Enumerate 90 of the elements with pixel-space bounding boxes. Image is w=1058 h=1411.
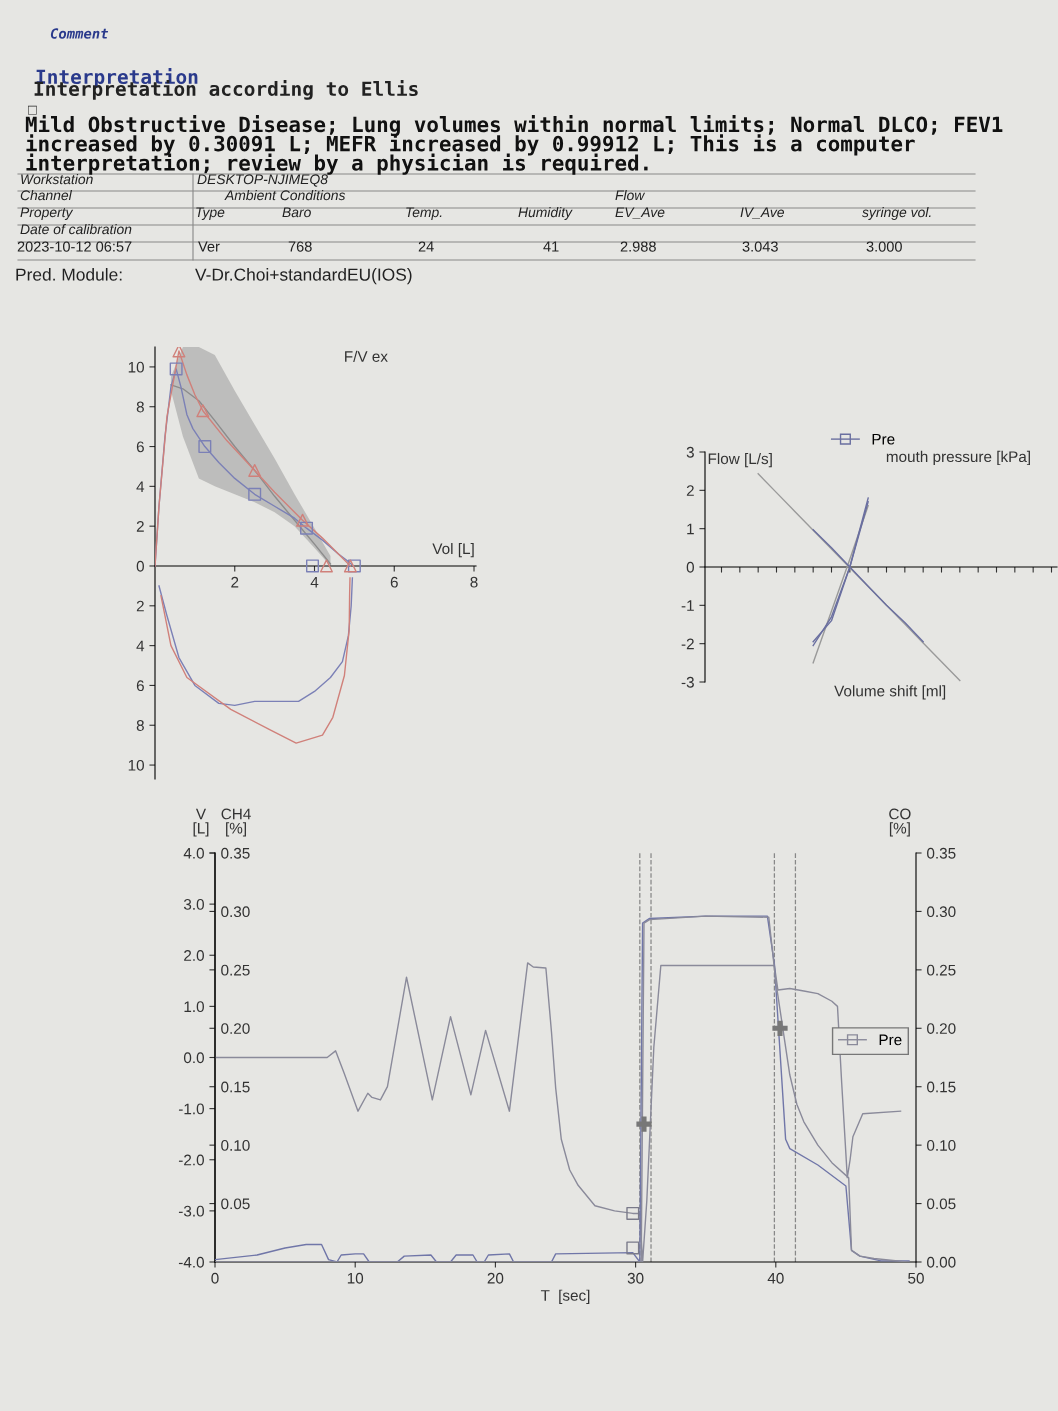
y-tick-label: -1 (681, 600, 694, 611)
text: DESKTOP-NJIMEQ8 (197, 174, 328, 187)
text: Mild Obstructive Disease; Lung volumes within normal limits; Normal DLCO; FEV1 increased by 0.30091 L; MEFR increased by 0.99912 L; This is a computer interpretation; review by a physician is required. (25, 114, 1003, 175)
x-tick-label: 10 (347, 1272, 364, 1284)
x-tick-label: 50 (908, 1272, 924, 1284)
y-tick-label: -3 (681, 676, 694, 688)
legend-label: Pre (872, 433, 895, 445)
x-tick-label: 20 (487, 1272, 504, 1284)
y-tick-label: 4 (136, 481, 145, 492)
text: IV_Ave (740, 207, 785, 219)
text: 2023-10-12 06:57 (17, 241, 132, 252)
x-tick-label: 0 (211, 1272, 219, 1284)
text: 2.988 (620, 241, 656, 252)
y3-tick-label: 0.30 (927, 906, 956, 918)
x-tick-label: 2 (231, 576, 239, 588)
x-axis-title: Vol [L] (432, 542, 474, 558)
text: Type (196, 207, 225, 220)
y-tick-label: 1 (687, 523, 694, 535)
y3-tick-label: 0.20 (927, 1023, 956, 1034)
y-tick-label: 10 (128, 361, 144, 373)
y-tick-label: 4 (136, 640, 145, 652)
text: 3.043 (742, 241, 778, 252)
y2-tick-label: 0.20 (221, 1023, 250, 1034)
y-tick-label: 2.0 (184, 950, 204, 961)
text: 3.000 (866, 241, 902, 252)
text: □ (28, 105, 37, 115)
text: 768 (288, 241, 312, 252)
y-tick-label: 1.0 (184, 1001, 204, 1013)
text: Baro (282, 207, 311, 218)
y-tick-label: 2 (136, 521, 144, 532)
text: Temp. (406, 207, 442, 220)
annotation: mouth pressure [kPa] (886, 450, 1030, 466)
legend-label: Pre (879, 1034, 902, 1046)
x-tick-label: 8 (470, 576, 478, 588)
y3-tick-label: 0.35 (927, 847, 956, 859)
x-tick-label: 6 (390, 576, 398, 588)
y3-tick-label: 0.05 (927, 1198, 956, 1210)
x-axis-title: T [sec] (540, 1289, 590, 1304)
text: EV_Ave (615, 207, 665, 219)
y2-tick-label: 0.10 (221, 1140, 250, 1151)
x-axis-title: Volume shift [ml] (834, 685, 946, 700)
y2-axis-title: CH4 [%] (221, 808, 251, 837)
text: Pred. Module: (16, 268, 122, 281)
y-tick-label: -2.0 (178, 1154, 204, 1166)
text: Workstation (21, 174, 93, 185)
text: Date of calibration (20, 224, 132, 235)
y-tick-label: -1.0 (178, 1103, 204, 1115)
y-tick-label: 10 (128, 759, 144, 771)
text: Property (20, 207, 74, 220)
text: Ambient Conditions (224, 190, 346, 201)
y2-tick-label: 0.25 (221, 964, 250, 976)
y-axis-title: Flow [L/s] (708, 452, 772, 468)
text: 41 (543, 241, 559, 252)
text: syringe vol. (862, 207, 931, 220)
y-tick-label: 8 (136, 720, 144, 731)
y-tick-label: 3.0 (183, 898, 204, 910)
y2-tick-label: 0.15 (221, 1081, 250, 1093)
y-tick-label: 3 (686, 446, 694, 458)
text: V-Dr.Choi+standardEU(IOS) (195, 268, 412, 285)
y2-tick-label: 0.35 (221, 847, 250, 859)
y-tick-label: -2 (681, 638, 694, 650)
y-tick-label: 0 (686, 561, 694, 573)
y-tick-label: 8 (136, 401, 144, 413)
y-tick-label: 6 (136, 441, 144, 453)
text: Channel (20, 190, 73, 201)
y-tick-label: 0 (136, 560, 144, 572)
y3-tick-label: 0.00 (927, 1256, 956, 1268)
y-tick-label: -3.0 (178, 1205, 204, 1217)
y-axis-title: V [L] (193, 808, 209, 837)
y3-tick-label: 0.10 (927, 1140, 956, 1151)
y-tick-label: 2 (136, 600, 144, 612)
text: 24 (418, 241, 434, 252)
x-tick-label: 30 (627, 1272, 644, 1284)
text: Ver (198, 241, 220, 252)
y2-tick-label: 0.30 (221, 906, 250, 918)
y-tick-label: 4.0 (183, 847, 204, 859)
chart-title: F/V ex (345, 350, 388, 362)
y2-tick-label: 0.05 (221, 1198, 250, 1210)
y-tick-label: 2 (686, 485, 694, 496)
y-tick-label: 0.0 (183, 1052, 204, 1064)
text: Flow (615, 190, 646, 201)
text: Comment (50, 28, 109, 39)
y-tick-label: 6 (136, 680, 144, 692)
text: Humidity (518, 207, 573, 220)
y3-tick-label: 0.25 (927, 964, 956, 976)
x-tick-label: 40 (767, 1272, 784, 1284)
x-tick-label: 4 (310, 576, 319, 588)
y-tick-label: -4.0 (178, 1256, 204, 1268)
y3-axis-title: CO [%] (889, 808, 911, 837)
y3-tick-label: 0.15 (927, 1081, 956, 1093)
